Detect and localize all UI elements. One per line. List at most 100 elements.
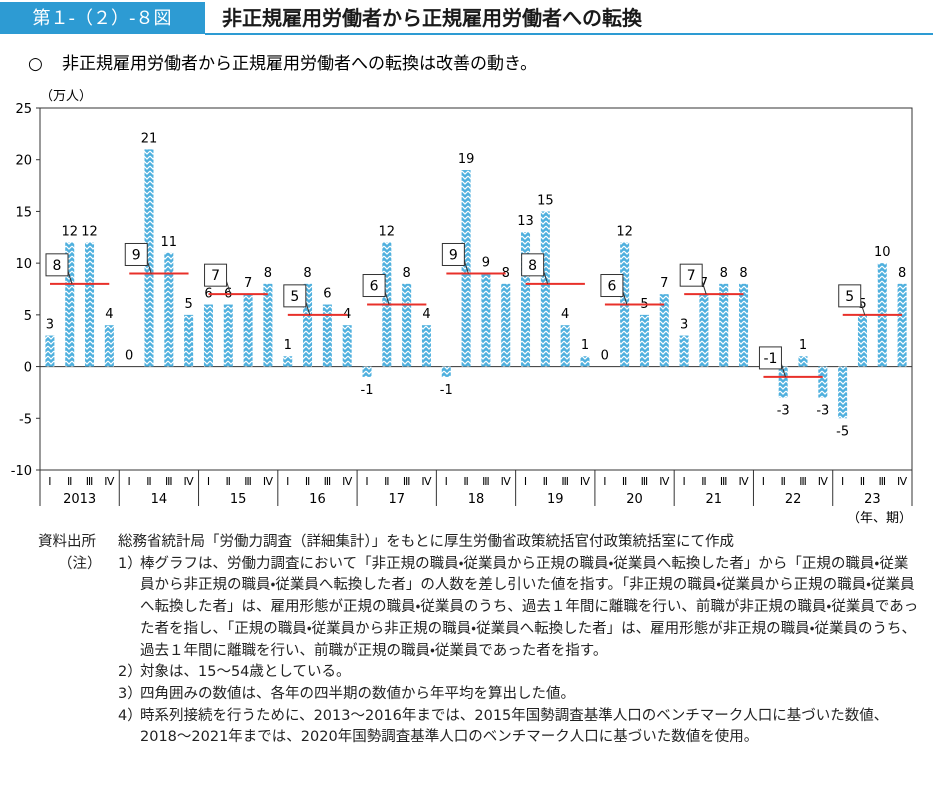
x-tick-label: Ⅱ <box>67 475 72 488</box>
data-label: -3 <box>777 404 790 419</box>
bar <box>85 242 95 367</box>
data-label: 8 <box>898 266 906 281</box>
x-tick-label: Ⅰ <box>365 475 368 488</box>
bar <box>45 335 55 367</box>
bar <box>838 366 848 419</box>
x-tick-label: Ⅳ <box>421 475 432 488</box>
data-label: 3 <box>46 318 54 333</box>
notes-label <box>0 684 118 706</box>
data-label: 11 <box>161 235 178 250</box>
bar <box>203 304 213 367</box>
source-row: 資料出所 総務省統計局「労働力調査（詳細集計）」をもとに厚生労働省政策統括官付政… <box>0 532 933 554</box>
data-label: 10 <box>874 245 891 260</box>
data-label: 5 <box>858 297 866 312</box>
x-tick-label: Ⅱ <box>463 475 468 488</box>
notes-label <box>0 706 118 749</box>
data-label: -1 <box>361 383 374 398</box>
note-number: 3） <box>118 685 142 702</box>
bar <box>461 170 471 367</box>
bar <box>659 294 669 367</box>
x-tick-label: Ⅳ <box>897 475 908 488</box>
data-label: 4 <box>343 307 351 322</box>
x-tick-label: Ⅰ <box>524 475 527 488</box>
average-label: -1 <box>763 351 777 367</box>
note-number: 4） <box>118 707 142 724</box>
x-tick-label: Ⅳ <box>738 475 749 488</box>
x-tick-label: Ⅰ <box>128 475 131 488</box>
x-tick-label: Ⅱ <box>305 475 310 488</box>
group-label: 2013 <box>63 492 96 507</box>
x-tick-label: Ⅳ <box>342 475 353 488</box>
x-tick-label: Ⅲ <box>720 475 728 488</box>
group-label: 16 <box>309 492 326 507</box>
bar <box>322 304 332 367</box>
data-label: 1 <box>284 338 292 353</box>
plot-frame <box>39 107 913 471</box>
x-tick-label: Ⅲ <box>86 475 94 488</box>
notes-label: （注） <box>58 555 102 572</box>
y-tick-label: -5 <box>19 412 32 427</box>
x-tick-label: Ⅲ <box>561 475 569 488</box>
y-unit: （万人） <box>40 89 92 104</box>
data-label: 21 <box>141 131 158 146</box>
group-label: 22 <box>785 492 802 507</box>
group-label: 21 <box>706 492 723 507</box>
bar <box>342 325 352 367</box>
data-label: 12 <box>81 224 98 239</box>
group-label: 14 <box>151 492 168 507</box>
y-tick-label: 15 <box>15 205 32 220</box>
footer: 資料出所 総務省統計局「労働力調査（詳細集計）」をもとに厚生労働省政策統括官付政… <box>0 532 933 749</box>
notes: （注） 1） 棒グラフは、労働力調査において「非正規の職員・従業員から正規の職員・従… <box>0 554 933 749</box>
bar <box>739 283 749 367</box>
x-tick-label: Ⅳ <box>501 475 512 488</box>
data-label: 4 <box>561 307 569 322</box>
data-label: 7 <box>700 276 708 291</box>
note-text: 四角囲みの数値は、各年の四半期の数値から年平均を算出した値。 <box>140 685 575 702</box>
x-tick-label: Ⅰ <box>762 475 765 488</box>
data-label: 0 <box>125 349 133 364</box>
x-tick-label: Ⅰ <box>207 475 210 488</box>
bar <box>303 283 313 367</box>
bar <box>65 242 75 367</box>
notes-label <box>0 662 118 684</box>
group-label: 23 <box>864 492 881 507</box>
header-title: 非正規雇用労働者から正規雇用労働者への転換 <box>222 6 643 30</box>
bar <box>639 314 649 367</box>
average-box <box>204 263 228 287</box>
bar <box>818 366 828 398</box>
average-box <box>441 242 465 266</box>
x-tick-label: Ⅳ <box>263 475 274 488</box>
x-tick-label: Ⅰ <box>286 475 289 488</box>
note-number: 1） <box>118 555 142 572</box>
data-label: -5 <box>836 424 849 439</box>
x-tick-label: Ⅳ <box>104 475 115 488</box>
data-label: -3 <box>816 404 829 419</box>
data-label: 8 <box>502 266 510 281</box>
x-tick-label: Ⅳ <box>184 475 195 488</box>
group-label: 20 <box>626 492 643 507</box>
data-label: 7 <box>244 276 252 291</box>
x-tick-label: Ⅲ <box>878 475 886 488</box>
data-label: 8 <box>264 266 272 281</box>
bar <box>243 294 253 367</box>
x-tick-label: Ⅰ <box>841 475 844 488</box>
data-label: 1 <box>581 338 589 353</box>
group-label: 17 <box>388 492 405 507</box>
data-label: 0 <box>601 349 609 364</box>
bar <box>719 283 729 367</box>
data-label: 5 <box>184 297 192 312</box>
average-box <box>124 242 148 266</box>
average-label: 8 <box>528 258 537 274</box>
bar <box>402 283 412 367</box>
bar <box>521 232 531 367</box>
x-tick-label: Ⅱ <box>146 475 151 488</box>
source-text: 総務省統計局「労働力調査（詳細集計）」をもとに厚生労働省政策統括官付政策統括室に… <box>118 534 734 550</box>
data-label: -1 <box>440 383 453 398</box>
bar <box>857 314 867 367</box>
data-label: 15 <box>537 193 554 208</box>
x-tick-label: Ⅲ <box>641 475 649 488</box>
y-tick-label: 0 <box>24 361 32 376</box>
x-tick-label: Ⅲ <box>799 475 807 488</box>
x-tick-label: Ⅲ <box>244 475 252 488</box>
